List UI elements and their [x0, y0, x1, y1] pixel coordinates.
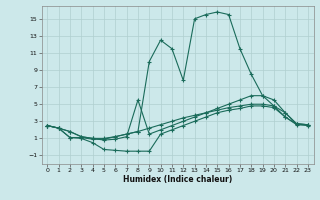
X-axis label: Humidex (Indice chaleur): Humidex (Indice chaleur): [123, 175, 232, 184]
